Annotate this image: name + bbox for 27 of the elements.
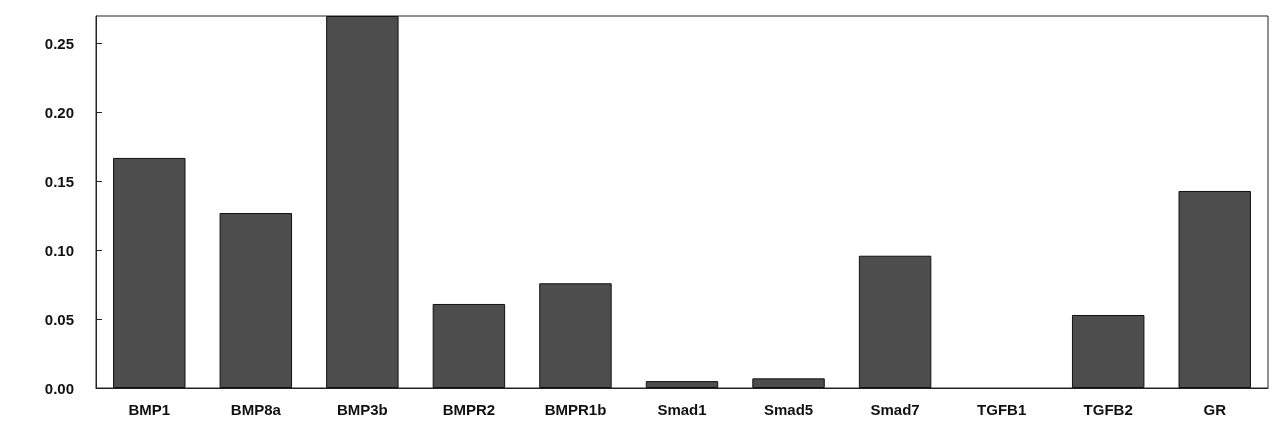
- x-tick-label: BMP3b: [336, 401, 388, 418]
- x-tick-label: Smad1: [657, 401, 707, 418]
- bar: [432, 303, 506, 388]
- x-tick-label: GR: [1203, 401, 1227, 418]
- y-tick-label: 0.25: [44, 35, 74, 53]
- bar: [645, 381, 719, 388]
- bar: [326, 16, 399, 388]
- x-tick-label: BMP8a: [230, 401, 282, 418]
- bar: [539, 283, 612, 388]
- y-tick-label: 0.00: [44, 379, 74, 397]
- bar: [1071, 314, 1145, 388]
- y-tick-label: 0.15: [44, 172, 74, 190]
- x-tick-label: Smad5: [763, 401, 814, 418]
- x-tick-label: BMPR2: [442, 401, 496, 418]
- bar: [858, 255, 932, 388]
- y-tick-label: 0.20: [44, 103, 74, 121]
- bar: [219, 213, 293, 388]
- x-tick-label: TGFB2: [1083, 401, 1133, 418]
- bar: [752, 378, 825, 388]
- bar: [1178, 190, 1251, 388]
- x-tick-label: Smad7: [870, 401, 920, 418]
- x-tick-label: BMPR1b: [544, 401, 607, 418]
- x-tick-label: BMP1: [128, 401, 171, 418]
- bar: [113, 157, 186, 388]
- x-tick-label: TGFB1: [977, 401, 1027, 418]
- y-tick-label: 0.10: [44, 241, 74, 259]
- y-tick-label: 0.05: [44, 310, 74, 328]
